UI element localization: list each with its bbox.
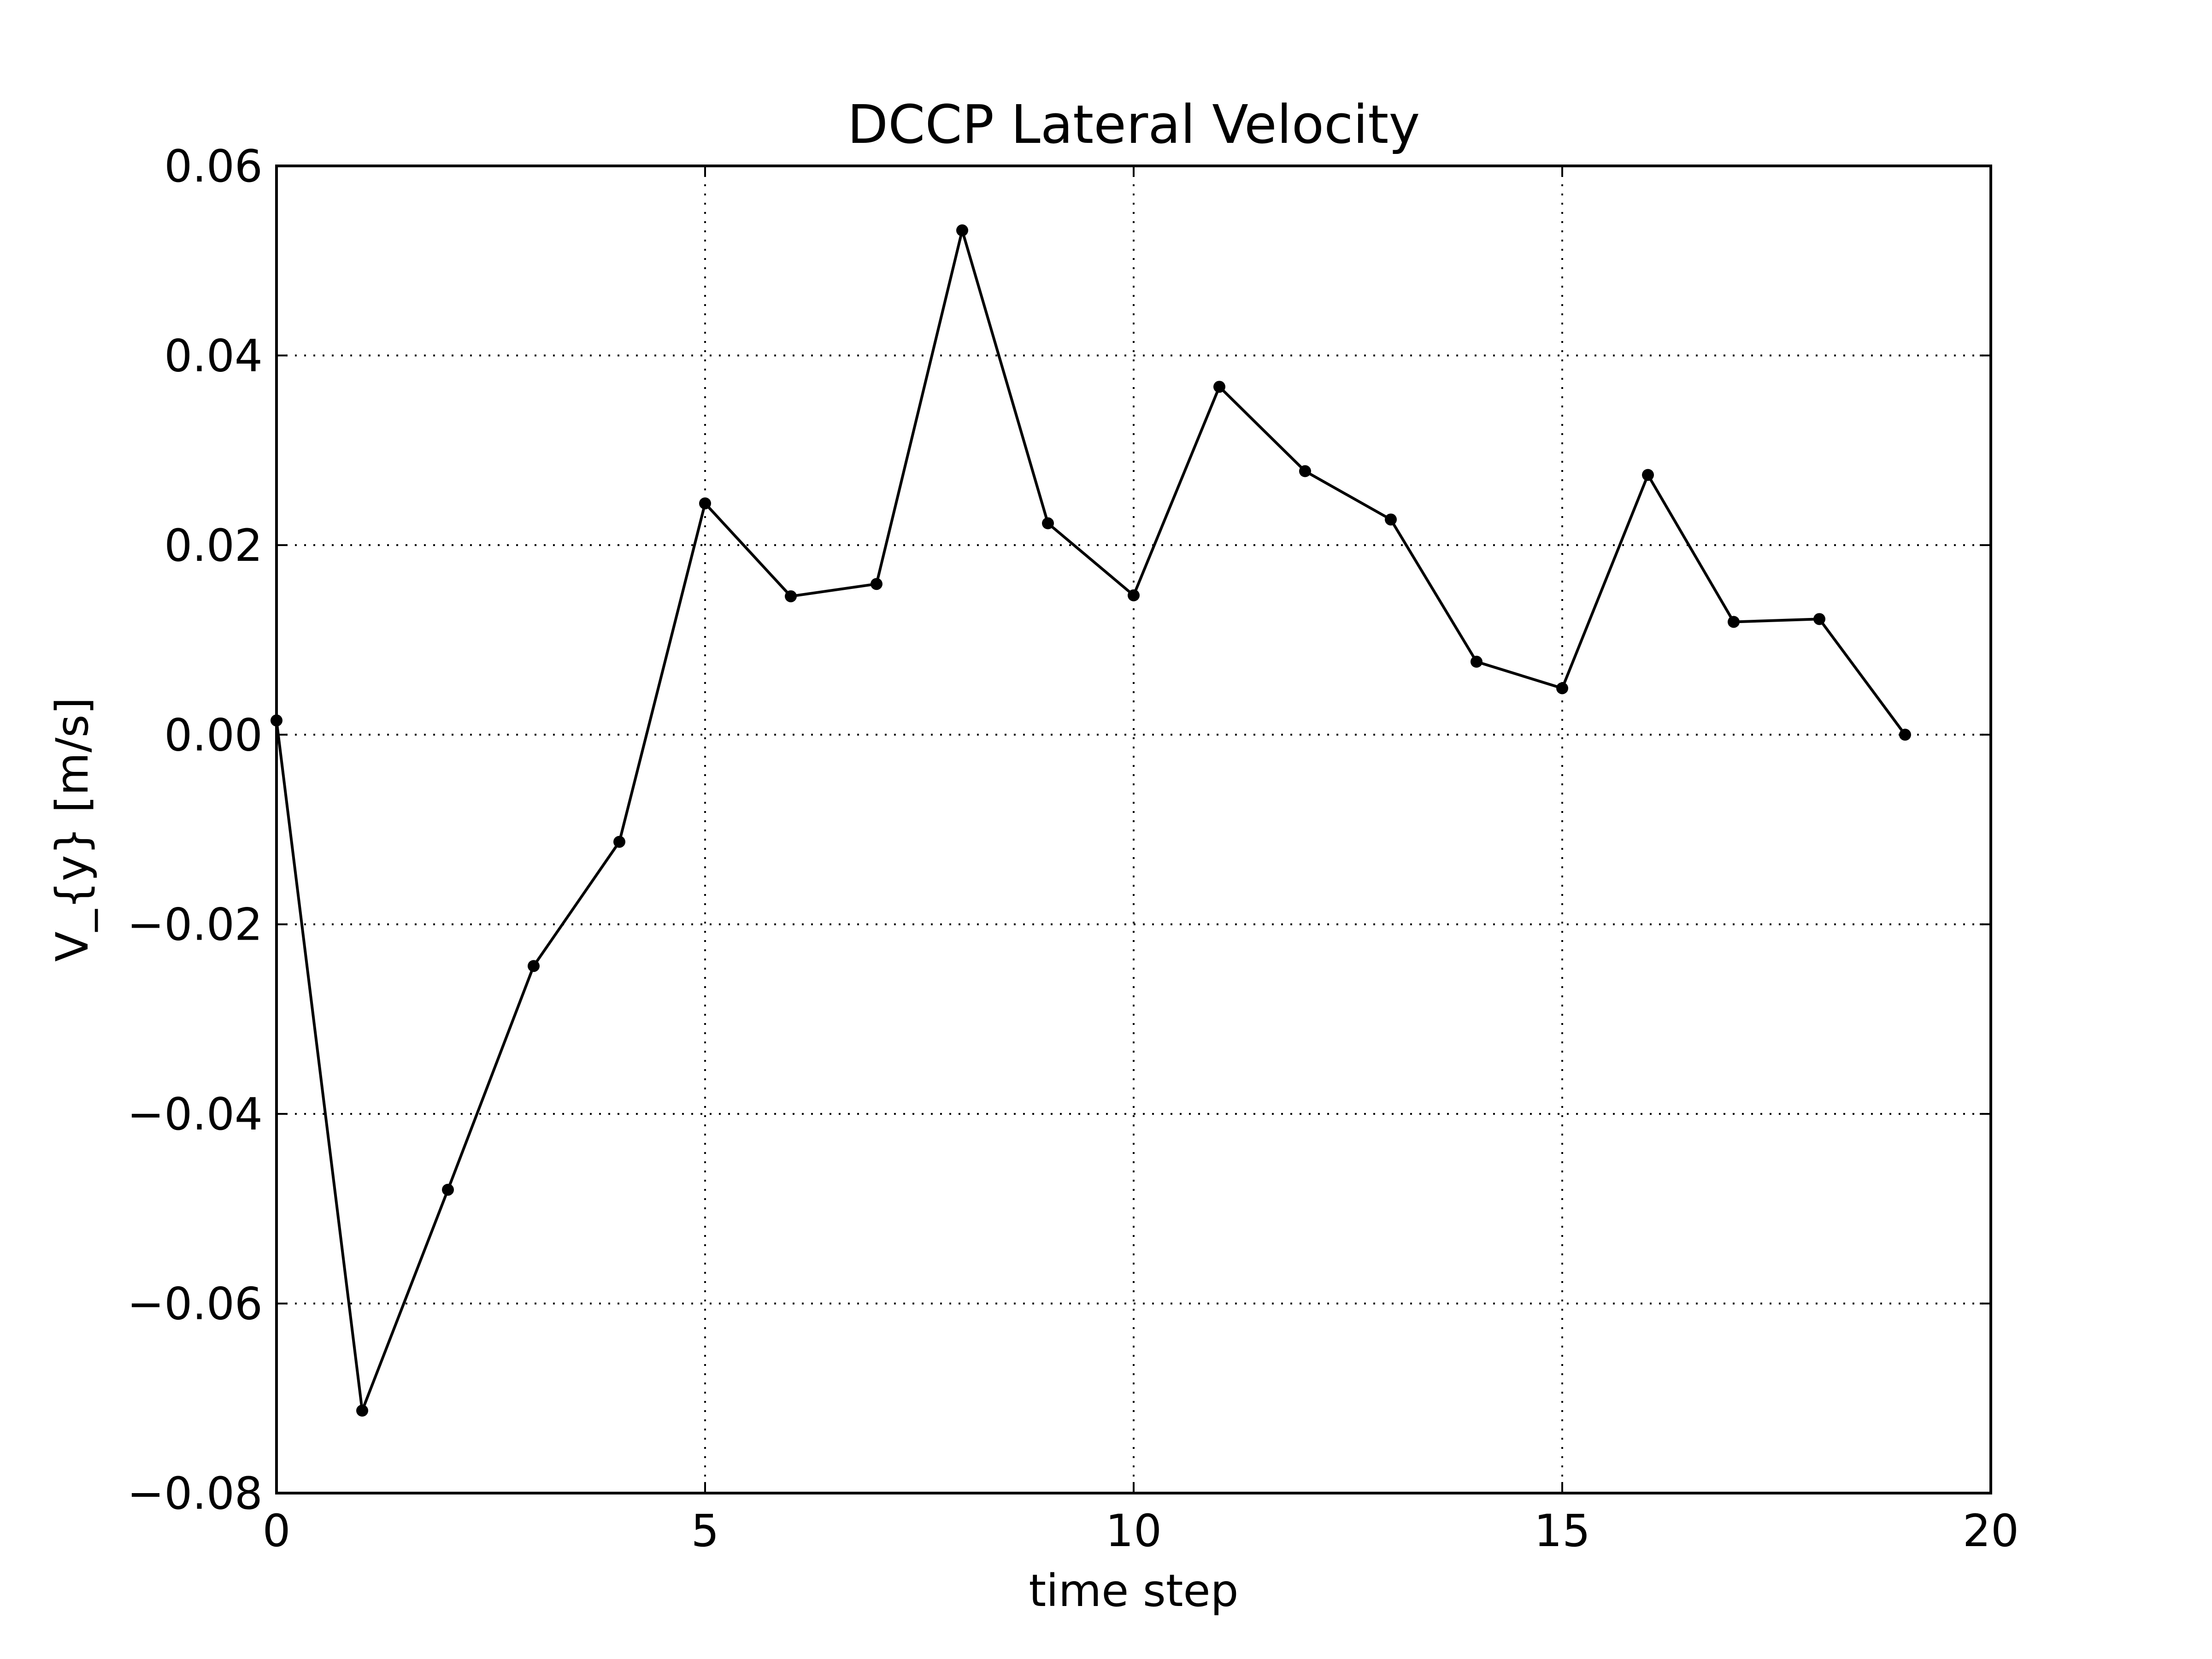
data-point bbox=[1128, 589, 1140, 601]
x-tick-label: 0 bbox=[262, 1505, 290, 1557]
series-line bbox=[275, 229, 1906, 1412]
data-point bbox=[1556, 682, 1568, 694]
data-point bbox=[1813, 613, 1825, 625]
x-tick-label: 5 bbox=[691, 1505, 719, 1557]
data-point bbox=[871, 578, 882, 590]
series-layer bbox=[271, 224, 1911, 1417]
data-point bbox=[1042, 517, 1054, 529]
y-axis-label: V_{y} [m/s] bbox=[47, 697, 98, 962]
data-point bbox=[1728, 616, 1740, 628]
x-tick-label: 20 bbox=[1963, 1505, 2019, 1557]
y-tick-label: −0.06 bbox=[127, 1278, 263, 1330]
data-point bbox=[1642, 469, 1654, 481]
data-point bbox=[785, 590, 797, 602]
x-tick-label: 15 bbox=[1534, 1505, 1590, 1557]
data-point bbox=[1213, 381, 1225, 393]
data-point bbox=[1471, 655, 1483, 668]
y-tick-label: −0.02 bbox=[127, 899, 263, 951]
data-point bbox=[528, 960, 540, 972]
data-point bbox=[956, 224, 968, 236]
x-axis-label: time step bbox=[1029, 1565, 1238, 1617]
data-point bbox=[1299, 465, 1311, 477]
data-point bbox=[356, 1405, 368, 1417]
chart-title: DCCP Lateral Velocity bbox=[847, 94, 1420, 156]
x-tick-label: 10 bbox=[1106, 1505, 1162, 1557]
y-tick-label: −0.04 bbox=[127, 1088, 263, 1140]
y-tick-label: 0.02 bbox=[164, 520, 263, 571]
data-point bbox=[1899, 729, 1911, 741]
y-tick-label: −0.08 bbox=[127, 1468, 263, 1519]
data-point bbox=[1385, 513, 1397, 526]
y-tick-label: 0.00 bbox=[164, 709, 263, 761]
grid bbox=[276, 166, 1991, 1493]
data-point bbox=[442, 1183, 454, 1196]
y-tick-label: 0.06 bbox=[164, 141, 263, 192]
ticks bbox=[276, 165, 1992, 1494]
data-point bbox=[613, 835, 625, 848]
tick-labels: 0 5 10 15 20 −0.08 −0.06 −0.04 −0.02 0.00 0.02 0.04… bbox=[127, 141, 2019, 1557]
y-tick-label: 0.04 bbox=[164, 330, 263, 382]
data-point bbox=[699, 497, 711, 510]
